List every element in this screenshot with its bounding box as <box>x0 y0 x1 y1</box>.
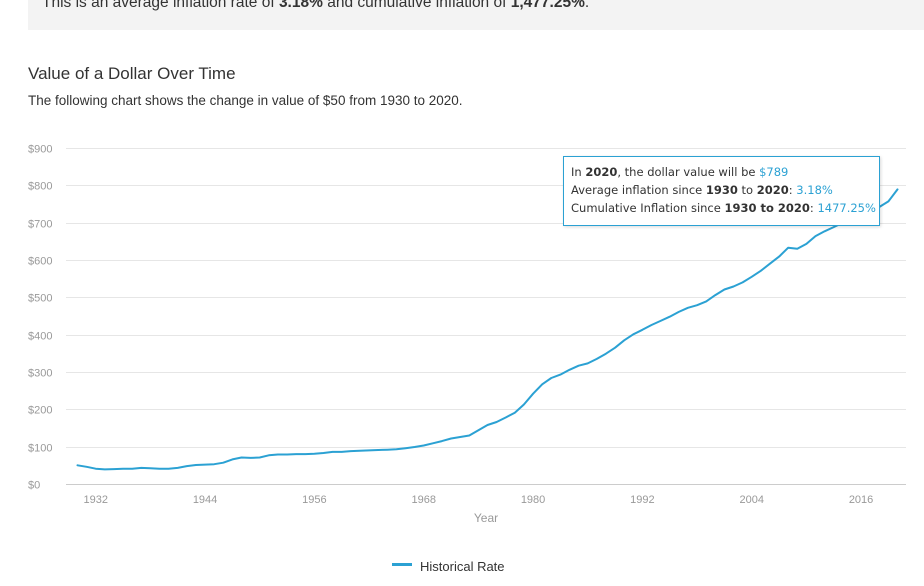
summary-middle: and cumulative inflation of <box>322 0 511 11</box>
y-tick-label: $400 <box>28 331 52 343</box>
chart-tooltip: In 2020, the dollar value will be $789 A… <box>563 156 880 226</box>
tooltip-cumulative-rate: 1477.25% <box>817 201 876 215</box>
tooltip-from-year: 1930 <box>705 183 738 197</box>
summary-text: This is an average inflation rate of 3.1… <box>42 0 589 12</box>
tooltip-line-average: Average inflation since 1930 to 2020: 3.… <box>571 183 879 201</box>
y-tick-label: $100 <box>28 443 52 455</box>
y-tick-label: $300 <box>28 368 52 380</box>
x-tick-label: 1992 <box>630 494 654 506</box>
tooltip-line-cumulative: Cumulative Inflation since 1930 to 2020:… <box>571 201 879 219</box>
summary-banner: This is an average inflation rate of 3.1… <box>28 0 924 30</box>
x-tick-label: 1932 <box>83 494 107 506</box>
y-tick-label: $800 <box>28 181 52 193</box>
x-tick-label: 1956 <box>302 494 326 506</box>
y-tick-label: $600 <box>28 256 52 268</box>
x-tick-label: 2004 <box>739 494 763 506</box>
series-line-historical-rate <box>76 188 899 471</box>
summary-average-rate: 3.18% <box>278 0 323 11</box>
section-subtitle: The following chart shows the change in … <box>28 93 463 108</box>
summary-prefix: This is an average inflation rate of <box>42 0 279 11</box>
x-tick-label: 2016 <box>849 494 873 506</box>
y-tick-label: $0 <box>28 480 40 492</box>
tooltip-line-value: In 2020, the dollar value will be $789 <box>571 165 879 183</box>
x-tick-label: 1968 <box>411 494 435 506</box>
x-axis-title: Year <box>474 511 498 525</box>
tooltip-text: : <box>809 201 818 215</box>
tooltip-range: 1930 to 2020 <box>724 201 810 215</box>
tooltip-text: to <box>737 183 757 197</box>
tooltip-to-year: 2020 <box>756 183 789 197</box>
x-tick-label: 1980 <box>521 494 545 506</box>
tooltip-text: Average inflation since <box>571 183 706 197</box>
tooltip-average-rate: 3.18% <box>796 183 833 197</box>
y-tick-label: $700 <box>28 219 52 231</box>
tooltip-text: , the dollar value will be <box>617 165 760 179</box>
tooltip-dollar-value: $789 <box>759 165 789 179</box>
legend-swatch <box>392 563 412 567</box>
tooltip-year: 2020 <box>585 165 618 179</box>
summary-cumulative: 1,477.25% <box>510 0 585 11</box>
legend-label: Historical Rate <box>420 559 505 574</box>
section-title: Value of a Dollar Over Time <box>28 64 236 83</box>
tooltip-text: In <box>571 165 586 179</box>
y-tick-label: $500 <box>28 293 52 305</box>
tooltip-text: Cumulative Inflation since <box>571 201 725 215</box>
x-tick-label: 1944 <box>193 494 217 506</box>
chart-legend[interactable]: Historical Rate <box>392 558 505 578</box>
y-tick-label: $200 <box>28 405 52 417</box>
summary-suffix: . <box>584 0 590 11</box>
tooltip-text: : <box>788 183 797 197</box>
y-tick-label: $900 <box>28 144 52 156</box>
